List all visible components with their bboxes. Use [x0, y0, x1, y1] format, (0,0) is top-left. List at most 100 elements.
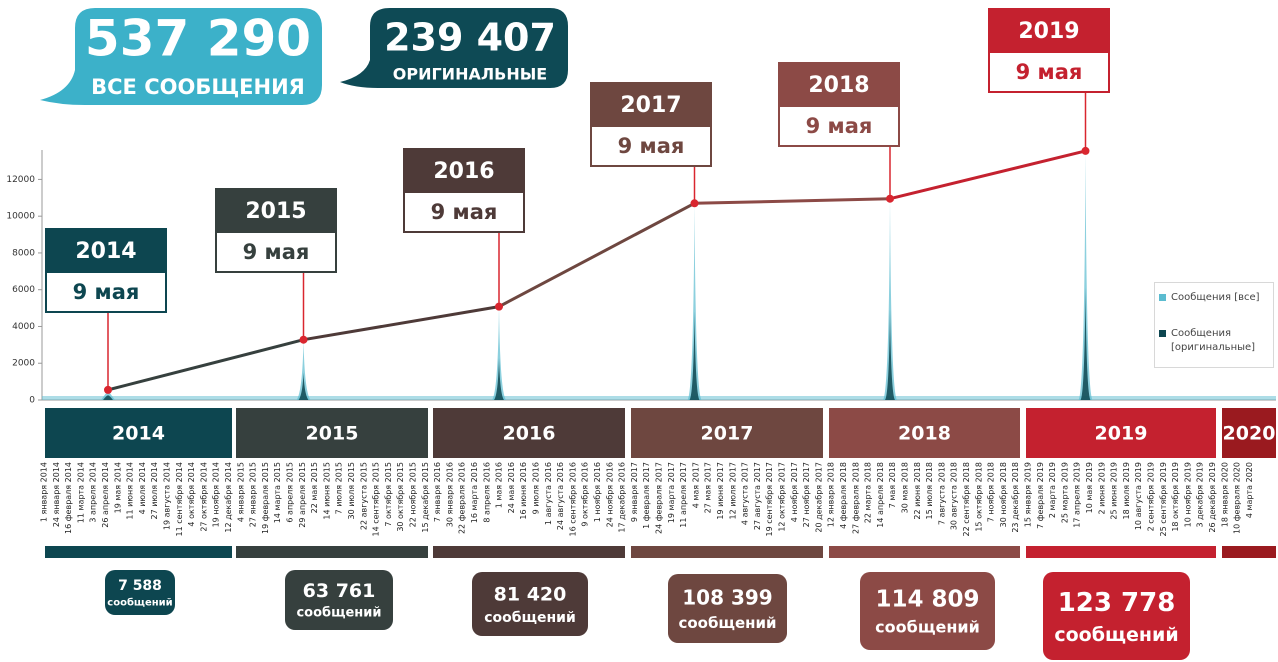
- date-label: 22 ноября 2015: [409, 462, 418, 527]
- spike-original: [1080, 287, 1091, 400]
- year-band: [1026, 408, 1216, 458]
- year-bar: [45, 546, 232, 558]
- date-label: 12 декабря 2014: [224, 462, 233, 533]
- year-bar: [631, 546, 823, 558]
- legend: Сообщения [все] Сообщения [оригинальные]: [1154, 282, 1274, 368]
- date-label: 15 октября 2018: [974, 462, 983, 532]
- date-label: 19 сентября 2017: [765, 462, 774, 536]
- date-label: 30 ноября 2018: [999, 462, 1008, 527]
- callout-header: [45, 228, 167, 272]
- count-unit: сообщений: [107, 596, 172, 608]
- point: [1081, 146, 1090, 155]
- date-label: 26 декабря 2019: [1208, 462, 1217, 533]
- date-label: 29 апреля 2015: [298, 462, 307, 528]
- date-label: 4 августа 2017: [741, 462, 750, 525]
- y-tick-label: 4000: [12, 322, 35, 332]
- spike: [492, 306, 506, 400]
- legend-entry: Сообщения [оригинальные]: [1159, 327, 1269, 355]
- callout-year: 2019: [1018, 19, 1079, 44]
- date-label: 1 мая 2016: [495, 462, 504, 508]
- year-band-label: 2019: [1095, 423, 1148, 445]
- date-label: 19 марта 2017: [667, 462, 676, 523]
- legend-label: Сообщения [оригинальные]: [1171, 328, 1256, 353]
- count-box: [285, 570, 393, 630]
- callout-header: [215, 188, 337, 232]
- date-label: 27 ноября 2017: [802, 462, 811, 527]
- callout-body: [778, 105, 900, 147]
- date-label: 18 октября 2019: [1171, 462, 1180, 532]
- date-label: 4 мая 2017: [691, 462, 700, 508]
- callout-year: 2018: [808, 73, 869, 98]
- callout-year: 2014: [75, 239, 136, 264]
- date-label: 25 июня 2019: [1110, 462, 1119, 520]
- date-label: 2 сентября 2019: [1147, 462, 1156, 531]
- date-label: 1 августа 2016: [544, 462, 553, 525]
- y-tick-label: 10000: [6, 212, 35, 222]
- year-band-label: 2020: [1223, 423, 1276, 445]
- date-label: 2 июня 2019: [1097, 462, 1106, 515]
- count-unit: сообщений: [296, 606, 381, 621]
- date-label: 16 июня 2016: [519, 462, 528, 520]
- count-box: [472, 572, 588, 636]
- date-label: 30 августа 2018: [950, 462, 959, 530]
- total-bubble: [40, 8, 322, 105]
- date-label: 1 февраля 2017: [642, 462, 651, 529]
- callout-year: 2017: [620, 93, 681, 118]
- year-band: [433, 408, 625, 458]
- callout-header: [403, 148, 525, 192]
- y-tick-label: 6000: [12, 285, 35, 295]
- date-label: 14 апреля 2018: [876, 462, 885, 528]
- count-unit: сообщений: [678, 614, 776, 632]
- date-label: 19 февраля 2015: [261, 462, 270, 534]
- count-value: 114 809: [875, 587, 979, 613]
- year-bar: [1026, 546, 1216, 558]
- callout-body: [590, 125, 712, 167]
- trend-segment: [694, 197, 891, 205]
- trend-segment: [303, 305, 500, 342]
- count-unit: сообщений: [875, 618, 980, 637]
- date-label: 4 июля 2014: [138, 462, 147, 514]
- original-label: ОРИГИНАЛЬНЫЕ: [393, 65, 547, 84]
- count-value: 63 761: [303, 580, 376, 602]
- callout-date: 9 мая: [1016, 60, 1083, 84]
- point: [104, 385, 112, 394]
- callout-header: [988, 8, 1110, 52]
- year-bar: [1222, 546, 1276, 558]
- date-label: 10 августа 2019: [1134, 462, 1143, 530]
- date-label: 19 июня 2017: [716, 462, 725, 520]
- date-label: 22 августа 2015: [359, 462, 368, 530]
- year-band: [1222, 408, 1276, 458]
- date-label: 16 марта 2016: [470, 462, 479, 523]
- callout-date: 9 мая: [243, 240, 310, 264]
- date-label: 17 апреля 2019: [1073, 462, 1082, 528]
- date-label: 20 декабря 2017: [814, 462, 823, 533]
- date-label: 11 сентября 2014: [175, 462, 184, 536]
- spike-original: [298, 372, 309, 400]
- total-value: 537 290: [85, 10, 311, 68]
- count-unit: сообщений: [484, 610, 576, 626]
- callout-date: 9 мая: [806, 114, 873, 138]
- point: [886, 194, 894, 203]
- callout-header: [778, 62, 900, 106]
- date-label: 12 января 2018: [827, 462, 836, 527]
- date-label: 9 января 2017: [630, 462, 639, 522]
- spike: [687, 203, 702, 400]
- date-label: 24 января 2014: [52, 462, 61, 527]
- date-label: 27 февраля 2018: [851, 462, 860, 534]
- date-label: 12 июля 2017: [728, 462, 737, 519]
- date-label: 27 января 2015: [249, 462, 258, 527]
- callout-header: [590, 82, 712, 126]
- spike-original: [103, 395, 113, 400]
- date-label: 4 января 2015: [236, 462, 245, 522]
- date-label: 19 мая 2014: [113, 462, 122, 513]
- callout-body: [403, 191, 525, 233]
- date-label: 9 октября 2016: [581, 462, 590, 527]
- date-label: 30 января 2016: [445, 462, 454, 527]
- date-label: 6 апреля 2015: [286, 462, 295, 523]
- trend-segment: [107, 338, 304, 392]
- date-label: 3 апреля 2014: [89, 462, 98, 523]
- date-label: 30 мая 2018: [901, 462, 910, 513]
- date-label: 12 октября 2017: [778, 462, 787, 532]
- date-label: 14 сентября 2015: [372, 462, 381, 536]
- trend-segment: [498, 201, 696, 308]
